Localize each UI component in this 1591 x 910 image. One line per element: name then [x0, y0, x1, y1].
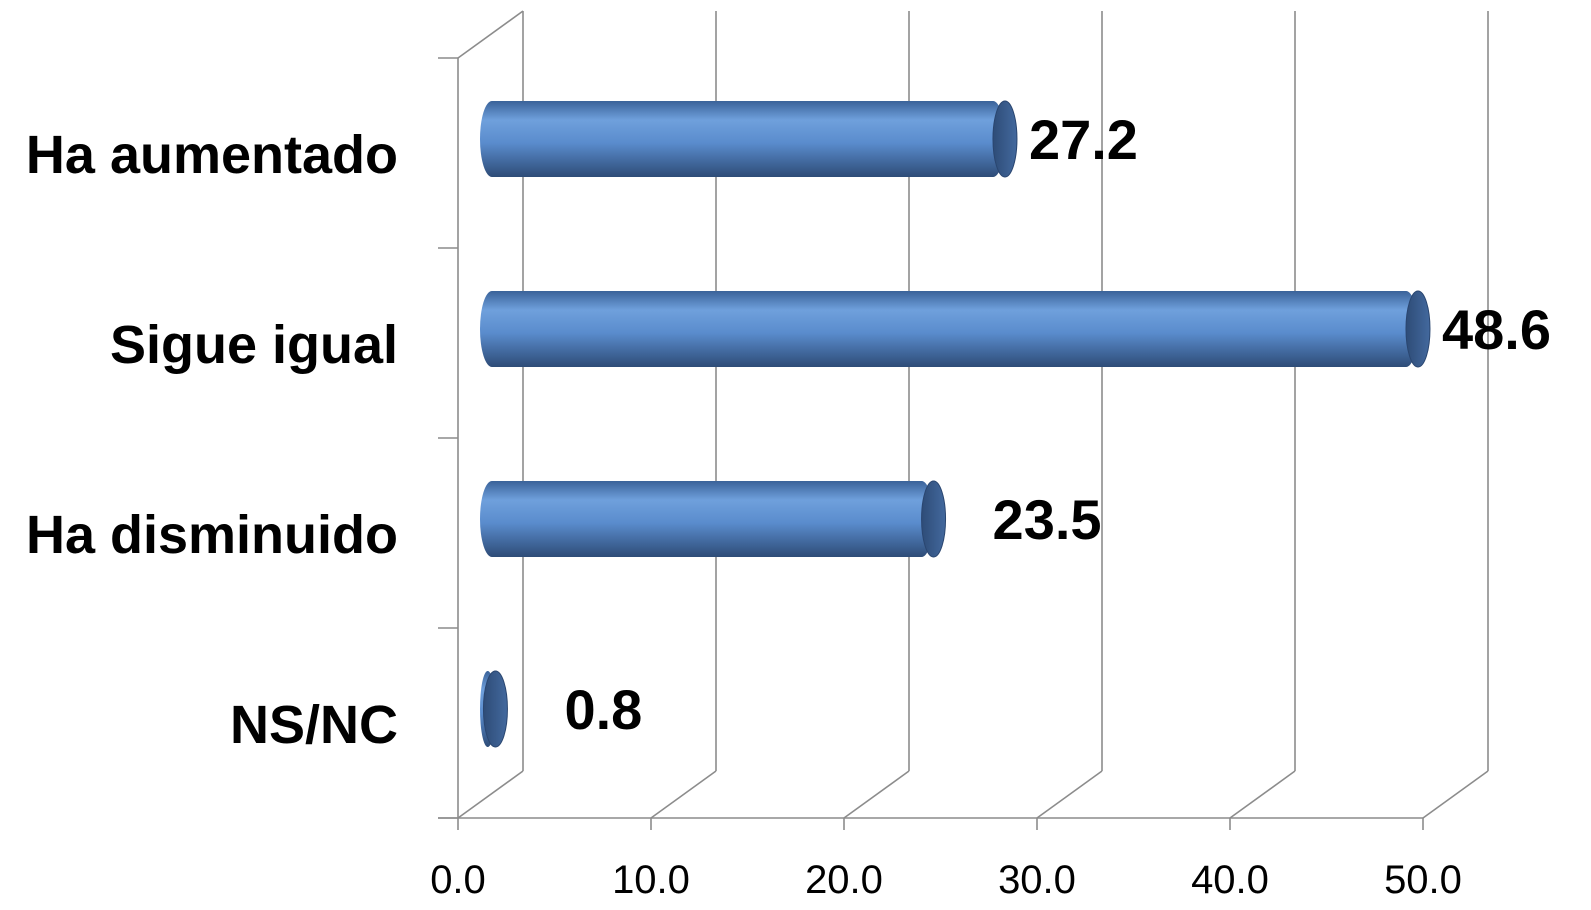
axes [438, 10, 1424, 830]
gridline-floor [843, 770, 910, 819]
x-tick-label: 50.0 [1384, 858, 1462, 902]
x-tick-label: 10.0 [612, 858, 690, 902]
bar [480, 100, 1018, 178]
gridline-floor [1422, 770, 1489, 819]
x-tick-label: 30.0 [998, 858, 1076, 902]
bar-end-cap [992, 100, 1018, 178]
bar-end-cap [482, 670, 508, 748]
gridline-floor [1036, 770, 1103, 819]
bar-body [480, 481, 934, 557]
data-label: 23.5 [993, 488, 1102, 551]
category-label: Ha aumentado [26, 125, 398, 185]
gridline-floor [1229, 770, 1296, 819]
bar [480, 480, 947, 558]
data-label: 48.6 [1442, 298, 1551, 361]
x-tick-label: 20.0 [805, 858, 883, 902]
data-label: 0.8 [564, 678, 642, 741]
bar [480, 670, 508, 748]
bar [480, 290, 1431, 368]
bars [480, 100, 1431, 748]
x-tick-label: 0.0 [430, 858, 486, 902]
category-label: NS/NC [230, 695, 398, 755]
bar-body [480, 101, 1005, 177]
gridline-floor [650, 770, 717, 819]
category-label: Sigue igual [110, 315, 398, 375]
bar-end-cap [921, 480, 947, 558]
x-tick-label: 40.0 [1191, 858, 1269, 902]
wall-top-edge [457, 10, 524, 59]
bar-end-cap [1405, 290, 1431, 368]
bar-body [480, 291, 1418, 367]
data-label: 27.2 [1029, 108, 1138, 171]
category-label: Ha disminuido [26, 505, 398, 565]
gridline-floor [457, 770, 524, 819]
labels: 0.0 10.0 20.0 30.0 40.0 50.0 Ha aumentado 27.2 S… [26, 108, 1551, 902]
